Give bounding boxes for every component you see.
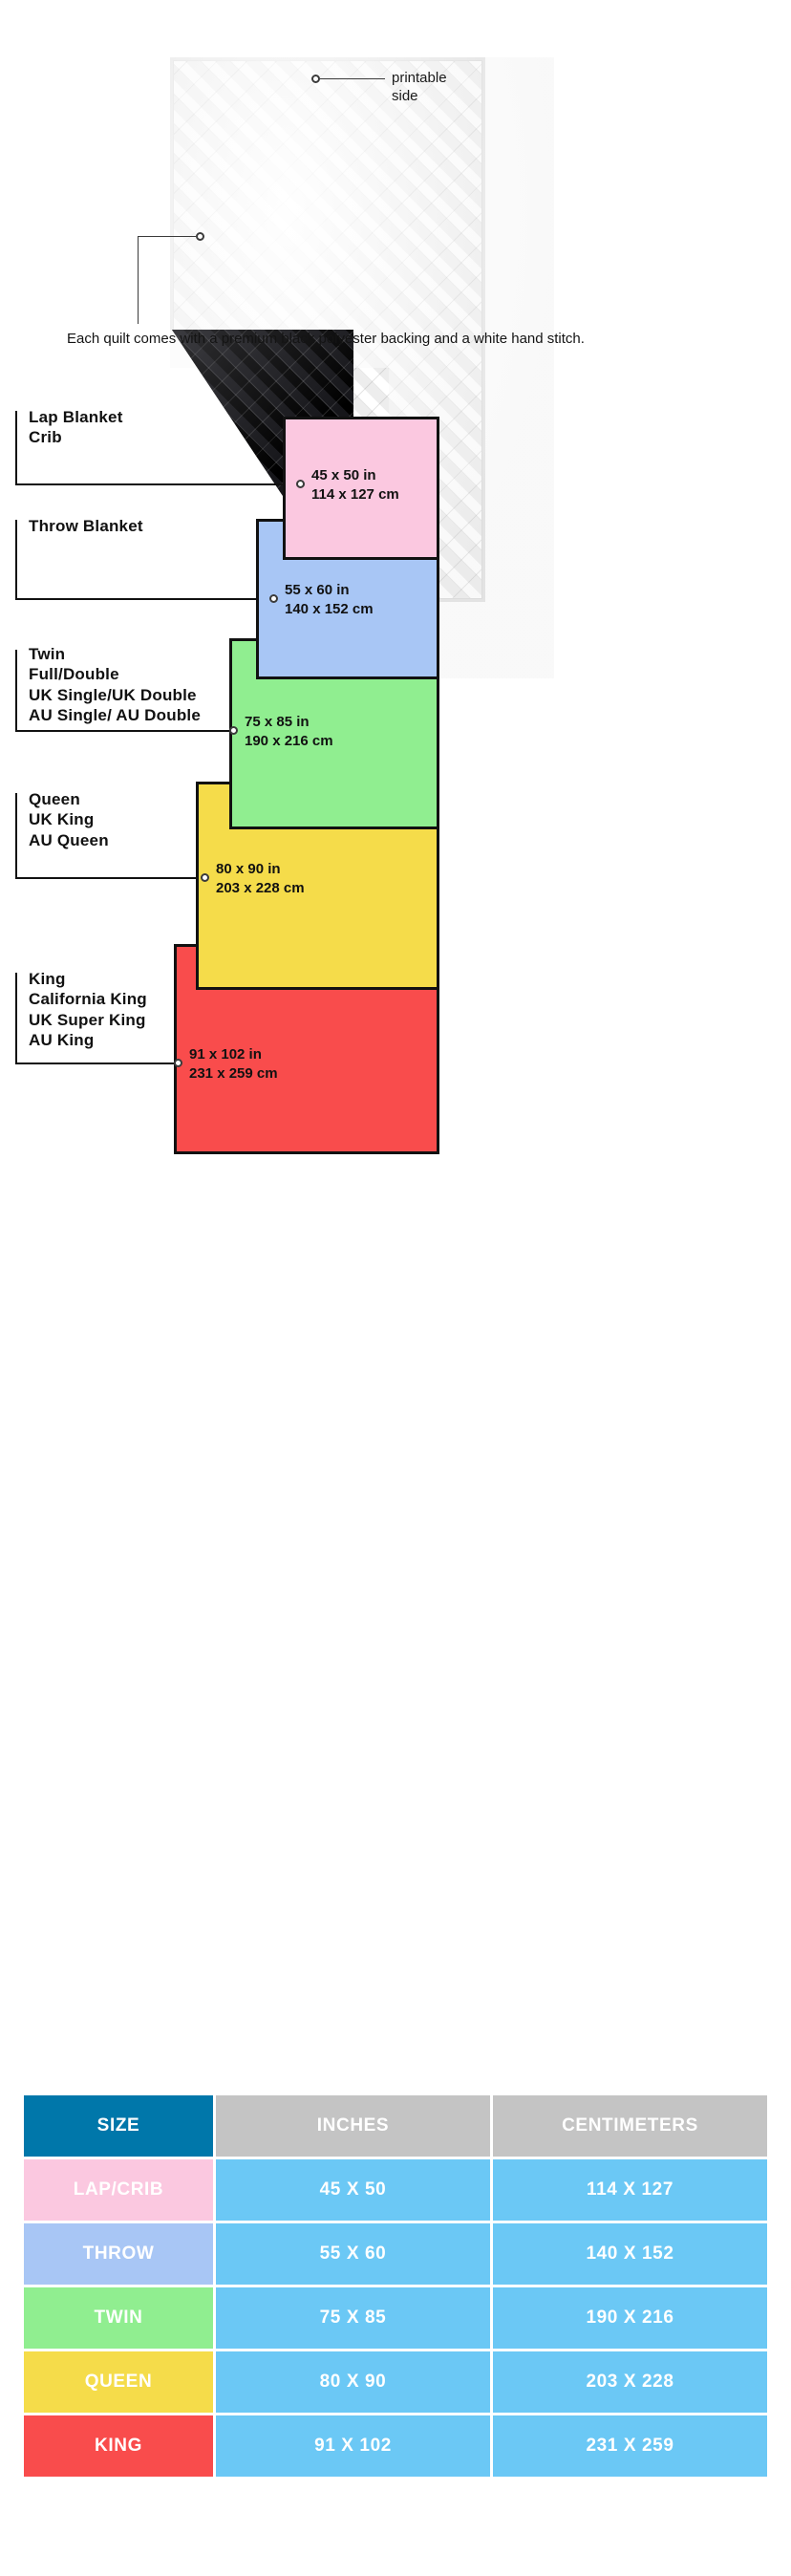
table-header-row: SIZE INCHES CENTIMETERS: [24, 2095, 767, 2157]
bracket-foot-lap-crib: [15, 483, 302, 485]
quilt-caption: Each quilt comes with a premium black po…: [67, 331, 585, 347]
backing-leader-line-vertical: [138, 236, 139, 324]
printable-side-label: printable side: [392, 70, 447, 104]
size-table: SIZE INCHES CENTIMETERS LAP/CRIB 45 X 50…: [21, 2093, 770, 2479]
table-cell-centimeters: 190 X 216: [493, 2287, 767, 2349]
dimension-marker-throw-icon: [269, 594, 278, 603]
bracket-king: [15, 973, 17, 1064]
dimension-marker-queen-icon: [201, 873, 209, 882]
bracket-foot-throw: [15, 598, 275, 600]
printable-side-leader-line: [320, 78, 385, 79]
table-cell-centimeters: 231 X 259: [493, 2415, 767, 2477]
bracket-queen: [15, 793, 17, 879]
table-cell-centimeters: 203 X 228: [493, 2351, 767, 2413]
table-cell-size: THROW: [24, 2223, 213, 2285]
bracket-foot-queen: [15, 877, 206, 879]
table-cell-size: QUEEN: [24, 2351, 213, 2413]
table-header-centimeters: CENTIMETERS: [493, 2095, 767, 2157]
table-header-size: SIZE: [24, 2095, 213, 2157]
bracket-foot-king: [15, 1063, 180, 1064]
size-group-label-lap-crib: Lap Blanket Crib: [29, 408, 123, 447]
size-comparison-diagram: Lap Blanket Crib 45 x 50 in 114 x 127 cm…: [0, 399, 791, 1728]
size-table-grid: SIZE INCHES CENTIMETERS LAP/CRIB 45 X 50…: [21, 2093, 770, 2479]
table-row: LAP/CRIB 45 X 50 114 X 127: [24, 2159, 767, 2221]
bracket-lap-crib: [15, 411, 17, 485]
table-cell-inches: 91 X 102: [216, 2415, 490, 2477]
table-row: KING 91 X 102 231 X 259: [24, 2415, 767, 2477]
table-cell-size: KING: [24, 2415, 213, 2477]
size-group-label-twin: Twin Full/Double UK Single/UK Double AU …: [29, 645, 201, 724]
table-row: TWIN 75 X 85 190 X 216: [24, 2287, 767, 2349]
size-group-label-throw: Throw Blanket: [29, 517, 143, 535]
table-cell-centimeters: 140 X 152: [493, 2223, 767, 2285]
table-row: THROW 55 X 60 140 X 152: [24, 2223, 767, 2285]
size-group-label-king: King California King UK Super King AU Ki…: [29, 970, 147, 1049]
bracket-throw: [15, 520, 17, 600]
bracket-twin: [15, 650, 17, 732]
table-cell-inches: 55 X 60: [216, 2223, 490, 2285]
table-cell-inches: 80 X 90: [216, 2351, 490, 2413]
dimension-marker-lap-crib-icon: [296, 480, 305, 488]
table-cell-size: LAP/CRIB: [24, 2159, 213, 2221]
bracket-foot-twin: [15, 730, 235, 732]
dimension-label-queen: 80 x 90 in 203 x 228 cm: [216, 861, 305, 896]
dimension-label-throw: 55 x 60 in 140 x 152 cm: [285, 582, 374, 617]
size-group-label-queen: Queen UK King AU Queen: [29, 790, 109, 849]
dimension-label-lap-crib: 45 x 50 in 114 x 127 cm: [311, 467, 399, 503]
table-cell-inches: 75 X 85: [216, 2287, 490, 2349]
dimension-marker-king-icon: [174, 1059, 182, 1067]
table-header-inches: INCHES: [216, 2095, 490, 2157]
table-cell-centimeters: 114 X 127: [493, 2159, 767, 2221]
table-cell-inches: 45 X 50: [216, 2159, 490, 2221]
printable-side-marker-icon: [311, 75, 320, 83]
table-cell-size: TWIN: [24, 2287, 213, 2349]
dimension-label-king: 91 x 102 in 231 x 259 cm: [189, 1046, 278, 1082]
table-row: QUEEN 80 X 90 203 X 228: [24, 2351, 767, 2413]
dimension-marker-twin-icon: [229, 726, 238, 735]
backing-leader-line-horizontal: [138, 236, 196, 237]
backing-marker-icon: [196, 232, 204, 241]
dimension-label-twin: 75 x 85 in 190 x 216 cm: [245, 714, 333, 749]
